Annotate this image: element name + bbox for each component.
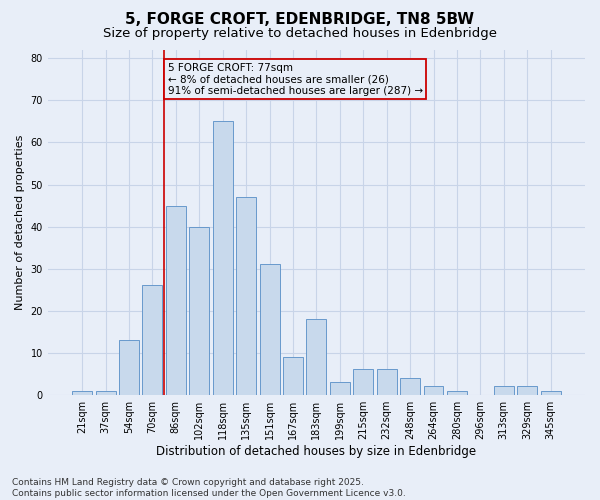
Bar	[166, 206, 186, 394]
Bar	[541, 390, 560, 394]
Bar	[190, 226, 209, 394]
Bar	[213, 122, 233, 394]
Text: 5 FORGE CROFT: 77sqm
← 8% of detached houses are smaller (26)
91% of semi-detach: 5 FORGE CROFT: 77sqm ← 8% of detached ho…	[167, 62, 423, 96]
Bar	[377, 370, 397, 394]
Bar	[424, 386, 443, 394]
Text: Contains HM Land Registry data © Crown copyright and database right 2025.
Contai: Contains HM Land Registry data © Crown c…	[12, 478, 406, 498]
Bar	[307, 319, 326, 394]
Bar	[142, 286, 163, 395]
Bar	[517, 386, 537, 394]
Bar	[353, 370, 373, 394]
Bar	[494, 386, 514, 394]
Bar	[236, 197, 256, 394]
Bar	[72, 390, 92, 394]
Bar	[119, 340, 139, 394]
Bar	[260, 264, 280, 394]
Bar	[95, 390, 116, 394]
Y-axis label: Number of detached properties: Number of detached properties	[15, 134, 25, 310]
Text: 5, FORGE CROFT, EDENBRIDGE, TN8 5BW: 5, FORGE CROFT, EDENBRIDGE, TN8 5BW	[125, 12, 475, 28]
Bar	[330, 382, 350, 394]
Bar	[283, 357, 303, 395]
Bar	[447, 390, 467, 394]
Text: Size of property relative to detached houses in Edenbridge: Size of property relative to detached ho…	[103, 28, 497, 40]
Bar	[400, 378, 420, 394]
X-axis label: Distribution of detached houses by size in Edenbridge: Distribution of detached houses by size …	[157, 444, 476, 458]
